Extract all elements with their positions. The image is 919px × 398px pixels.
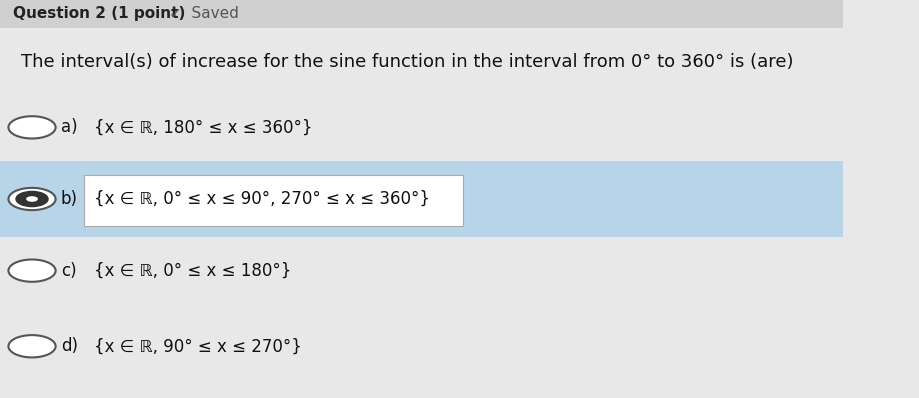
Text: {x ∈ ℝ, 180° ≤ x ≤ 360°}: {x ∈ ℝ, 180° ≤ x ≤ 360°}	[95, 118, 312, 137]
Circle shape	[16, 191, 48, 207]
Circle shape	[26, 196, 38, 202]
Circle shape	[8, 188, 55, 210]
FancyBboxPatch shape	[85, 175, 463, 226]
FancyBboxPatch shape	[0, 0, 842, 28]
Text: b): b)	[61, 190, 77, 208]
Circle shape	[8, 259, 55, 282]
Text: d): d)	[61, 337, 77, 355]
FancyBboxPatch shape	[0, 161, 842, 237]
Circle shape	[8, 335, 55, 357]
Text: The interval(s) of increase for the sine function in the interval from 0° to 360: The interval(s) of increase for the sine…	[21, 53, 793, 71]
Circle shape	[8, 116, 55, 139]
Text: {x ∈ ℝ, 0° ≤ x ≤ 90°, 270° ≤ x ≤ 360°}: {x ∈ ℝ, 0° ≤ x ≤ 90°, 270° ≤ x ≤ 360°}	[95, 190, 430, 208]
Text: ✓  Saved: ✓ Saved	[168, 6, 238, 21]
Text: a): a)	[61, 118, 77, 137]
Text: {x ∈ ℝ, 90° ≤ x ≤ 270°}: {x ∈ ℝ, 90° ≤ x ≤ 270°}	[95, 337, 302, 355]
Text: {x ∈ ℝ, 0° ≤ x ≤ 180°}: {x ∈ ℝ, 0° ≤ x ≤ 180°}	[95, 261, 291, 280]
Text: c): c)	[61, 261, 76, 280]
Text: Question 2 (1 point): Question 2 (1 point)	[13, 6, 185, 21]
